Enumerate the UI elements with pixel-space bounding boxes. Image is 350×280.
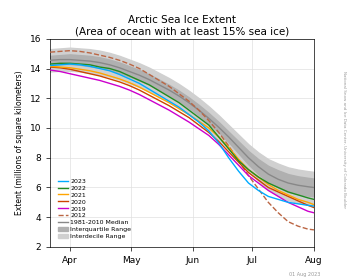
Legend: 2023, 2022, 2021, 2020, 2019, 2012, 1981-2010 Median, Interquartile Range, Inter: 2023, 2022, 2021, 2020, 2019, 2012, 1981… bbox=[56, 176, 134, 242]
Text: 01 Aug 2023: 01 Aug 2023 bbox=[289, 272, 320, 277]
Title: Arctic Sea Ice Extent
(Area of ocean with at least 15% sea ice): Arctic Sea Ice Extent (Area of ocean wit… bbox=[75, 15, 289, 37]
Y-axis label: Extent (millions of square kilometers): Extent (millions of square kilometers) bbox=[15, 71, 24, 215]
Text: National Snow and Ice Data Center, University of Colorado Boulder: National Snow and Ice Data Center, Unive… bbox=[343, 71, 346, 209]
